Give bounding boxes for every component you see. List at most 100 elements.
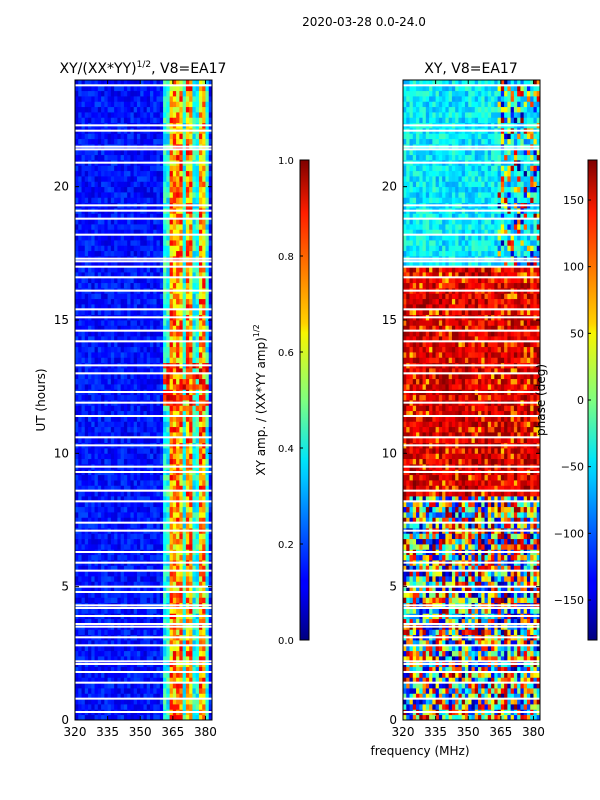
amplitude-cell [192, 112, 197, 118]
amplitude-cell [166, 298, 170, 305]
amplitude-cell [189, 149, 193, 156]
amplitude-cell [97, 474, 102, 481]
amplitude-cell [192, 480, 197, 486]
amplitude-cell [91, 650, 95, 657]
amplitude-cell [166, 426, 170, 433]
amplitude-cell [81, 640, 86, 646]
amplitude-cell [172, 421, 177, 428]
amplitude-cell [94, 656, 99, 662]
amplitude-cell [81, 581, 86, 588]
amplitude-cell [189, 336, 193, 342]
amplitude-cell [97, 410, 102, 417]
amplitude-cell [130, 592, 135, 598]
amplitude-cell [104, 490, 109, 497]
amplitude-cell [169, 421, 174, 428]
amplitude-cell [97, 458, 102, 465]
amplitude-cell [166, 394, 170, 401]
amplitude-cell [104, 688, 109, 694]
amplitude-cell [198, 298, 203, 305]
amplitude-cell [192, 197, 197, 204]
amplitude-cell [208, 192, 213, 198]
amplitude-cell [205, 117, 210, 124]
amplitude-cell [78, 218, 82, 225]
amplitude-cell [81, 570, 86, 577]
amplitude-cell [133, 117, 138, 124]
amplitude-cell [176, 554, 180, 561]
amplitude-cell [172, 149, 177, 156]
amplitude-cell [110, 512, 115, 518]
amplitude-cell [189, 581, 193, 588]
amplitude-cell [179, 341, 184, 348]
amplitude-cell [176, 357, 180, 364]
amplitude-cell [133, 421, 138, 428]
amplitude-cell [97, 496, 102, 502]
amplitude-cell [114, 650, 118, 657]
amplitude-cell [166, 682, 170, 689]
amplitude-cell [120, 458, 125, 465]
amplitude-cell [88, 304, 92, 310]
amplitude-cell [156, 581, 161, 588]
amplitude-cell [163, 485, 167, 492]
amplitude-cell [166, 592, 170, 598]
amplitude-cell [97, 282, 102, 289]
amplitude-cell [91, 373, 95, 380]
amplitude-cell [179, 394, 184, 401]
amplitude-cell [185, 341, 190, 348]
amplitude-cell [205, 149, 210, 156]
amplitude-cell [91, 576, 95, 582]
amplitude-cell [133, 496, 138, 502]
amplitude-cell [127, 410, 131, 417]
amplitude-cell [110, 138, 115, 145]
amplitude-cell [104, 565, 109, 572]
amplitude-cell [166, 229, 170, 236]
amplitude-cell [136, 282, 141, 289]
amplitude-cell [208, 592, 213, 598]
amplitude-cell [101, 666, 105, 673]
amplitude-cell [156, 181, 161, 188]
amplitude-cell [205, 437, 210, 444]
amplitude-cell [176, 666, 180, 673]
amplitude-cell [163, 165, 167, 172]
amplitude-cell [130, 304, 135, 310]
amplitude-cell [185, 117, 190, 124]
amplitude-cell [156, 645, 161, 652]
amplitude-cell [192, 426, 197, 433]
amplitude-cell [172, 234, 177, 241]
amplitude-cell [104, 453, 109, 460]
amplitude-cell [159, 416, 164, 422]
amplitude-cell [123, 197, 128, 204]
amplitude-cell [75, 672, 79, 678]
amplitude-cell [101, 544, 105, 550]
amplitude-cell [117, 693, 122, 700]
amplitude-cell [189, 666, 193, 673]
amplitude-cell [91, 165, 95, 172]
amplitude-cell [172, 96, 177, 102]
amplitude-cell [101, 117, 105, 124]
amplitude-cell [84, 458, 89, 465]
amplitude-cell [179, 197, 184, 204]
amplitude-cell [123, 101, 128, 108]
amplitude-cell [140, 416, 144, 422]
amplitude-cell [107, 346, 112, 353]
amplitude-cell [127, 656, 131, 662]
amplitude-cell [91, 405, 95, 412]
amplitude-cell [84, 538, 89, 545]
amplitude-cell [130, 176, 135, 182]
amplitude-cell [166, 490, 170, 497]
amplitude-cell [94, 378, 99, 385]
amplitude-cell [166, 213, 170, 220]
amplitude-cell [104, 245, 109, 252]
amplitude-cell [110, 458, 115, 465]
amplitude-cell [123, 682, 128, 689]
amplitude-cell [189, 346, 193, 353]
amplitude-cell [182, 330, 187, 337]
amplitude-cell [78, 682, 82, 689]
amplitude-cell [117, 448, 122, 454]
amplitude-cell [88, 218, 92, 225]
amplitude-cell [150, 325, 154, 332]
amplitude-cell [104, 336, 109, 342]
amplitude-cell [136, 533, 141, 540]
amplitude-cell [192, 533, 197, 540]
amplitude-cell [140, 357, 144, 364]
amplitude-cell [107, 496, 112, 502]
